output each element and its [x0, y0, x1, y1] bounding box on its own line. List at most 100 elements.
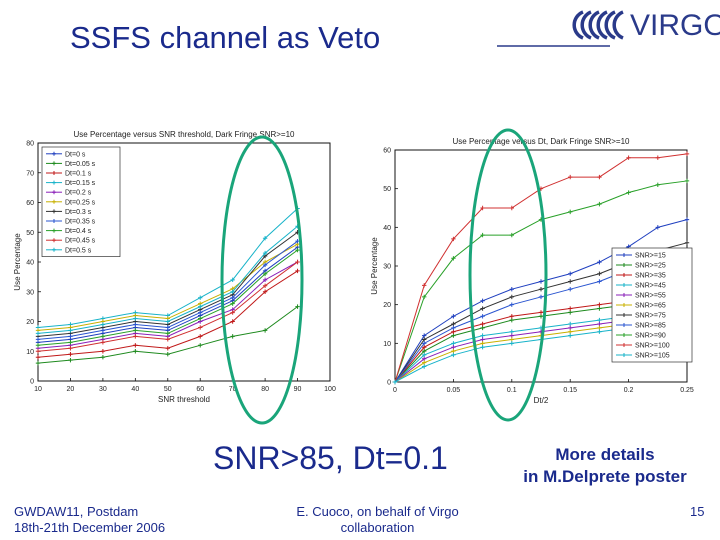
legend-label: SNR>=85 — [635, 323, 666, 330]
data-point — [100, 340, 106, 345]
data-point — [422, 283, 427, 288]
data-point — [262, 271, 268, 277]
data-point — [198, 310, 203, 315]
data-point — [509, 317, 514, 323]
data-point — [480, 333, 485, 338]
legend-marker — [622, 283, 626, 287]
y-tick-label: 80 — [26, 141, 34, 148]
data-point — [509, 287, 514, 292]
legend-label: SNR>=75 — [635, 313, 666, 320]
legend-marker — [622, 323, 626, 327]
data-point — [684, 240, 690, 245]
legend-marker — [52, 238, 56, 243]
data-point — [480, 325, 485, 331]
legend-label: SNR>=25 — [635, 263, 666, 270]
details-note: More details in M.Delprete poster — [500, 444, 710, 488]
y-tick-label: 50 — [383, 186, 391, 193]
data-point — [198, 295, 203, 300]
x-tick-label: 90 — [294, 386, 302, 393]
data-point — [392, 379, 398, 385]
result-caption: SNR>85, Dt=0.1 — [213, 440, 448, 476]
data-point — [68, 357, 73, 363]
y-axis-label: Use Percentage — [370, 237, 379, 295]
legend-label: Dt=0.35 s — [65, 219, 96, 226]
data-point — [198, 304, 203, 309]
legend-marker — [622, 313, 626, 317]
data-point — [68, 334, 73, 339]
data-point — [165, 331, 170, 336]
data-point — [422, 333, 427, 338]
data-point — [295, 304, 300, 309]
data-point — [422, 345, 427, 350]
virgo-logo: VIRGO — [497, 9, 720, 47]
data-point — [568, 287, 573, 292]
data-point — [133, 343, 138, 348]
data-point — [684, 151, 690, 157]
data-point — [451, 348, 456, 354]
data-point — [480, 306, 485, 311]
x-axis-label: SNR threshold — [158, 395, 210, 404]
data-point — [133, 349, 138, 354]
legend-label: Dt=0.3 s — [65, 209, 92, 216]
data-point — [422, 294, 427, 300]
data-point — [262, 250, 268, 256]
legend-marker — [52, 151, 56, 156]
data-point — [509, 205, 514, 211]
data-point — [568, 310, 573, 315]
data-point — [35, 360, 41, 366]
data-point — [262, 277, 268, 283]
data-point — [100, 355, 106, 360]
data-point — [509, 232, 514, 238]
data-point — [230, 277, 235, 283]
data-point — [597, 317, 602, 323]
data-point — [295, 259, 300, 265]
data-point — [451, 341, 456, 346]
y-tick-label: 50 — [26, 230, 34, 237]
data-point — [480, 321, 485, 327]
data-point — [230, 319, 235, 324]
x-tick-label: 70 — [229, 386, 237, 393]
y-tick-label: 40 — [383, 225, 391, 232]
data-point — [597, 271, 602, 276]
data-point — [262, 328, 268, 333]
data-point — [597, 302, 602, 307]
y-tick-label: 10 — [26, 349, 34, 356]
data-point — [597, 201, 602, 207]
data-point — [509, 294, 514, 300]
data-point — [35, 355, 41, 360]
legend-label: SNR>=45 — [635, 283, 666, 290]
data-point — [597, 174, 602, 180]
data-point — [626, 155, 631, 160]
legend-label: SNR>=55 — [635, 293, 666, 300]
data-point — [480, 314, 485, 319]
y-tick-label: 40 — [26, 260, 34, 267]
legend-marker — [52, 247, 56, 252]
footer-author-line-1: E. Cuoco, on behalf of Virgo — [296, 504, 459, 519]
data-point — [422, 356, 427, 361]
data-point — [538, 310, 544, 315]
y-axis-label: Use Percentage — [13, 233, 22, 291]
data-point — [684, 217, 690, 222]
data-point — [655, 182, 660, 187]
legend-marker — [622, 343, 626, 347]
data-point — [100, 328, 106, 333]
y-tick-label: 20 — [383, 302, 391, 309]
data-point — [133, 316, 138, 321]
legend-label: Dt=0.4 s — [65, 228, 92, 235]
x-tick-label: 50 — [164, 386, 172, 393]
data-point — [35, 337, 41, 342]
y-tick-label: 20 — [26, 319, 34, 326]
x-tick-label: 0.2 — [624, 387, 634, 394]
y-tick-label: 10 — [383, 341, 391, 348]
data-point — [230, 310, 235, 315]
data-point — [68, 340, 73, 345]
legend-marker — [52, 228, 56, 233]
data-point — [509, 341, 514, 346]
data-point — [451, 236, 456, 242]
legend-label: Dt=0.2 s — [65, 190, 92, 197]
data-point — [165, 346, 170, 351]
data-point — [451, 256, 456, 261]
details-line-2: in M.Delprete poster — [523, 467, 687, 486]
data-point — [100, 334, 106, 339]
data-point — [509, 337, 514, 342]
